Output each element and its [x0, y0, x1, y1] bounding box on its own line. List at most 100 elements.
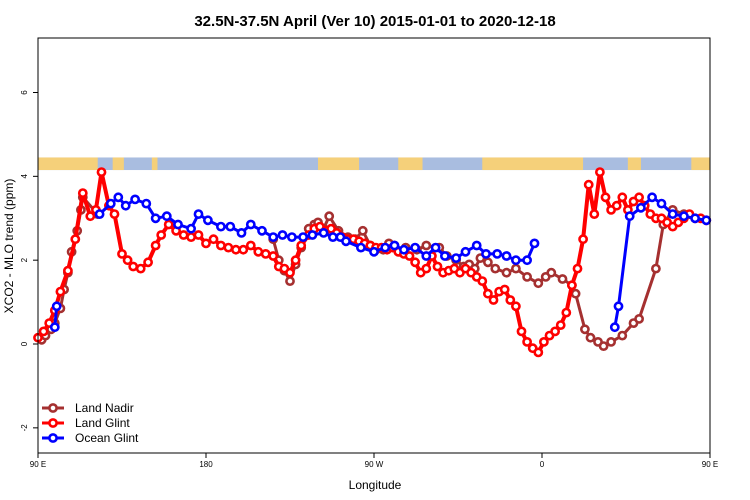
legend-marker	[48, 418, 58, 428]
data-point	[113, 192, 124, 203]
data-point	[128, 261, 139, 272]
data-point	[94, 209, 105, 219]
y-tick-label: 4	[20, 174, 29, 179]
data-point	[341, 236, 351, 247]
x-tick-label: 180	[199, 460, 213, 469]
data-point	[257, 225, 267, 236]
data-point	[589, 209, 600, 219]
data-point	[529, 238, 540, 249]
data-point	[245, 240, 256, 251]
data-point	[201, 238, 211, 249]
data-point	[511, 263, 521, 274]
series-land-nadir	[36, 192, 689, 351]
data-point	[130, 194, 140, 205]
data-point	[161, 211, 172, 222]
data-point	[268, 232, 279, 242]
data-point	[634, 192, 644, 203]
data-point	[557, 274, 568, 284]
data-point	[85, 211, 96, 222]
data-point	[550, 326, 560, 337]
data-point	[268, 251, 279, 261]
data-point	[606, 336, 616, 347]
data-point	[38, 326, 49, 337]
x-tick-label: 0	[540, 460, 545, 469]
data-point	[105, 198, 116, 209]
land-segment	[151, 157, 158, 171]
data-point	[285, 267, 295, 278]
y-axis-label: XCO2 - MLO trend (ppm)	[2, 179, 16, 314]
y-tick-label: 6	[20, 90, 29, 95]
data-point	[598, 341, 609, 351]
data-point	[318, 227, 329, 238]
data-point	[511, 255, 521, 266]
series-ocean-glint	[49, 192, 712, 333]
data-point	[150, 213, 161, 224]
data-point	[555, 320, 566, 330]
land-segment	[691, 157, 710, 171]
data-point	[651, 263, 661, 274]
data-point	[624, 211, 635, 222]
data-point	[421, 240, 432, 251]
data-point	[701, 215, 712, 226]
data-point	[141, 198, 152, 209]
data-point	[585, 332, 596, 343]
data-point	[516, 326, 527, 337]
data-point	[202, 215, 213, 226]
data-point	[546, 267, 557, 278]
data-point	[522, 336, 532, 347]
data-point	[567, 280, 577, 291]
data-point	[357, 225, 368, 236]
x-axis-label: Longitude	[349, 478, 402, 492]
data-point	[150, 240, 161, 251]
data-point	[533, 278, 544, 289]
data-point	[501, 251, 512, 261]
data-point	[595, 167, 605, 177]
data-point	[583, 179, 594, 190]
data-point	[522, 255, 532, 266]
data-point	[277, 230, 288, 240]
land-segment	[38, 157, 98, 171]
land-segment	[627, 157, 641, 171]
data-point	[511, 301, 521, 312]
data-point	[499, 284, 510, 295]
data-point	[369, 246, 379, 257]
data-point	[617, 330, 628, 341]
data-point	[324, 211, 335, 222]
data-point	[572, 263, 583, 274]
data-point	[505, 295, 516, 305]
data-point	[120, 200, 131, 211]
data-point	[143, 257, 153, 268]
data-point	[451, 253, 461, 263]
data-point	[122, 255, 133, 266]
data-point	[490, 263, 501, 274]
legend-marker	[48, 403, 58, 413]
data-point	[471, 240, 482, 251]
data-point	[63, 265, 73, 276]
data-point	[193, 230, 204, 240]
y-tick-label: 2	[20, 257, 29, 262]
x-tick-label: 90 E	[30, 460, 46, 469]
data-point	[135, 263, 146, 274]
data-point	[70, 234, 81, 245]
data-point	[225, 221, 236, 232]
data-point	[51, 301, 62, 312]
land-segment	[112, 157, 124, 171]
data-point	[236, 227, 247, 238]
data-point	[647, 192, 657, 203]
data-point	[488, 295, 499, 305]
data-point	[561, 307, 572, 318]
plot-area	[33, 157, 712, 358]
y-axis: -2 0 2 4 6	[20, 90, 38, 431]
data-point	[667, 209, 678, 219]
data-point	[609, 322, 620, 333]
data-point	[410, 242, 420, 253]
legend-label: Land Nadir	[75, 401, 134, 415]
data-point	[421, 251, 432, 261]
land-segment	[398, 157, 423, 171]
data-point	[327, 232, 338, 242]
legend-label: Land Glint	[75, 416, 130, 430]
data-point	[215, 221, 226, 232]
data-point	[580, 324, 590, 335]
